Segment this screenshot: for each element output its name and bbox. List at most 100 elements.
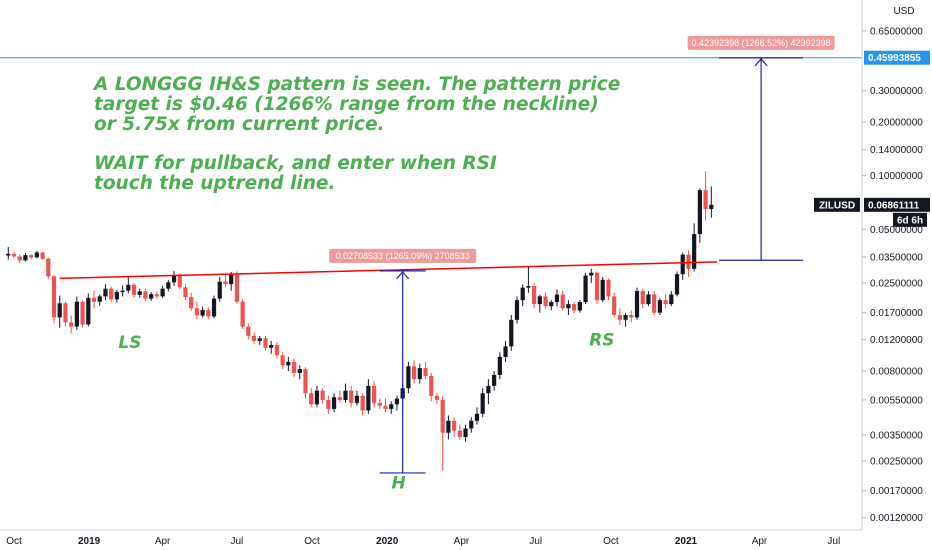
candle-body bbox=[63, 303, 68, 323]
candle-body bbox=[697, 190, 702, 235]
candle-body bbox=[126, 284, 131, 291]
candle-body bbox=[234, 274, 240, 302]
candle-body bbox=[309, 393, 314, 405]
target-price-tag-label: 0.45993855 bbox=[868, 53, 921, 64]
candle bbox=[251, 332, 257, 344]
candle bbox=[331, 393, 337, 413]
candle bbox=[429, 372, 434, 402]
time-tick-label: Apr bbox=[454, 536, 470, 547]
candle-body bbox=[263, 338, 268, 348]
candle-body bbox=[657, 300, 662, 313]
measure-label-bg bbox=[687, 35, 835, 50]
candle bbox=[646, 291, 651, 307]
candle bbox=[406, 361, 411, 394]
candle-body bbox=[86, 297, 91, 325]
candle-body bbox=[269, 344, 274, 348]
candle-body bbox=[543, 296, 548, 307]
candle bbox=[623, 312, 628, 327]
candle-body bbox=[589, 272, 594, 276]
candle-body bbox=[566, 304, 571, 309]
candle bbox=[17, 254, 22, 264]
candle bbox=[280, 352, 285, 370]
candle-body bbox=[171, 275, 177, 283]
time-tick-label: Apr bbox=[752, 536, 768, 547]
candle bbox=[566, 300, 571, 316]
candle-body bbox=[634, 291, 640, 318]
countdown-tag-bg bbox=[893, 212, 927, 227]
candle bbox=[549, 300, 554, 311]
candle-body bbox=[286, 361, 291, 366]
time-axis[interactable]: Oct 2019 Apr Jul Oct 2020 Apr Jul Oct 2021 Apr Jul bbox=[0, 529, 862, 547]
candle bbox=[480, 388, 485, 418]
candle bbox=[589, 268, 594, 283]
candle bbox=[703, 171, 708, 221]
candle-body bbox=[446, 420, 451, 433]
candle bbox=[629, 310, 634, 323]
candle bbox=[211, 295, 217, 319]
candle bbox=[669, 291, 674, 307]
candle-body bbox=[69, 322, 74, 327]
candle bbox=[457, 424, 462, 440]
candle bbox=[11, 252, 17, 259]
candle-body bbox=[6, 253, 11, 256]
candle bbox=[114, 290, 119, 303]
candle bbox=[137, 288, 142, 298]
candle-body bbox=[623, 315, 628, 320]
current-price-tag-label: 0.06861111 bbox=[868, 200, 920, 211]
time-tick-label: 2021 bbox=[675, 536, 698, 547]
candle-body bbox=[411, 366, 417, 380]
candle bbox=[680, 252, 685, 280]
candle-body bbox=[103, 288, 108, 297]
candle bbox=[57, 295, 62, 328]
candle bbox=[371, 381, 377, 408]
candle bbox=[543, 292, 548, 309]
target-price-tag-bg bbox=[864, 50, 930, 65]
candle-body bbox=[463, 428, 468, 438]
candle-body bbox=[429, 375, 434, 396]
candle bbox=[423, 361, 428, 380]
candle bbox=[463, 424, 468, 442]
candle bbox=[6, 246, 11, 260]
candle-body bbox=[423, 368, 428, 376]
price-axis-bg bbox=[862, 0, 932, 550]
candle-body bbox=[469, 420, 474, 429]
pattern-labels: LS H RS bbox=[118, 331, 614, 494]
price-axis[interactable]: 0.65000000 0.30000000 0.20000000 0.14000000… bbox=[814, 0, 932, 550]
candle bbox=[394, 395, 400, 411]
candle-body bbox=[160, 288, 165, 297]
candle bbox=[229, 271, 234, 291]
candle-body bbox=[114, 292, 119, 300]
candle bbox=[469, 417, 474, 433]
candle-body bbox=[377, 402, 382, 406]
candle bbox=[474, 407, 480, 425]
candle-body bbox=[600, 279, 605, 301]
candle bbox=[314, 385, 320, 408]
candle-body bbox=[337, 397, 342, 400]
price-tick-label: 0.05000000 bbox=[870, 225, 923, 236]
price-tick-label: 0.00170000 bbox=[870, 486, 923, 497]
candle bbox=[297, 365, 302, 380]
candle-body bbox=[509, 319, 514, 347]
candle bbox=[440, 395, 445, 471]
candle-body bbox=[200, 310, 205, 316]
candle-body bbox=[434, 395, 440, 400]
candle bbox=[80, 300, 85, 328]
candle bbox=[434, 393, 440, 405]
pattern-label: LS bbox=[118, 333, 141, 353]
measure-arrow-head bbox=[754, 57, 768, 67]
candle-body bbox=[663, 300, 668, 305]
candle bbox=[69, 315, 74, 334]
candle-body bbox=[280, 355, 285, 366]
candle bbox=[143, 288, 148, 301]
candle-body bbox=[674, 274, 680, 295]
candle-body bbox=[229, 274, 234, 285]
candle bbox=[194, 301, 200, 320]
candle bbox=[554, 289, 560, 307]
price-tick-label: 0.10000000 bbox=[870, 171, 923, 182]
candle-body bbox=[486, 385, 491, 394]
candle bbox=[206, 307, 211, 320]
candle-body bbox=[549, 302, 554, 307]
candle bbox=[286, 356, 291, 371]
candle-body bbox=[29, 255, 34, 258]
